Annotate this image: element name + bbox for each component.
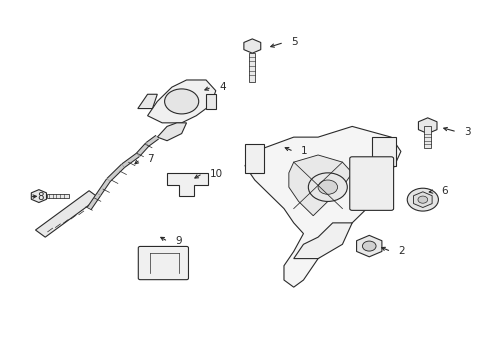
FancyBboxPatch shape bbox=[350, 157, 393, 210]
Circle shape bbox=[308, 173, 347, 202]
Text: 6: 6 bbox=[441, 186, 447, 197]
Polygon shape bbox=[289, 155, 352, 216]
Text: 4: 4 bbox=[219, 82, 226, 92]
Circle shape bbox=[418, 196, 428, 203]
Polygon shape bbox=[35, 191, 99, 237]
Bar bbox=[372, 137, 396, 166]
FancyBboxPatch shape bbox=[138, 247, 189, 280]
Text: 7: 7 bbox=[147, 154, 154, 164]
Circle shape bbox=[407, 188, 439, 211]
Polygon shape bbox=[167, 173, 208, 196]
Bar bbox=[424, 126, 431, 148]
Polygon shape bbox=[157, 123, 187, 141]
Text: 5: 5 bbox=[291, 37, 298, 48]
Polygon shape bbox=[245, 126, 401, 287]
Circle shape bbox=[165, 89, 199, 114]
Circle shape bbox=[318, 180, 338, 194]
Text: 10: 10 bbox=[210, 168, 223, 179]
Text: 2: 2 bbox=[398, 247, 405, 256]
Polygon shape bbox=[294, 223, 352, 258]
Text: 1: 1 bbox=[301, 147, 308, 157]
Polygon shape bbox=[147, 80, 216, 123]
Text: 9: 9 bbox=[175, 237, 182, 247]
Text: 3: 3 bbox=[464, 127, 471, 137]
Bar bbox=[47, 194, 69, 198]
Circle shape bbox=[363, 241, 376, 251]
Polygon shape bbox=[206, 94, 216, 109]
Bar bbox=[245, 144, 265, 173]
Text: 8: 8 bbox=[37, 192, 44, 202]
Bar bbox=[249, 53, 255, 82]
Polygon shape bbox=[138, 94, 157, 109]
